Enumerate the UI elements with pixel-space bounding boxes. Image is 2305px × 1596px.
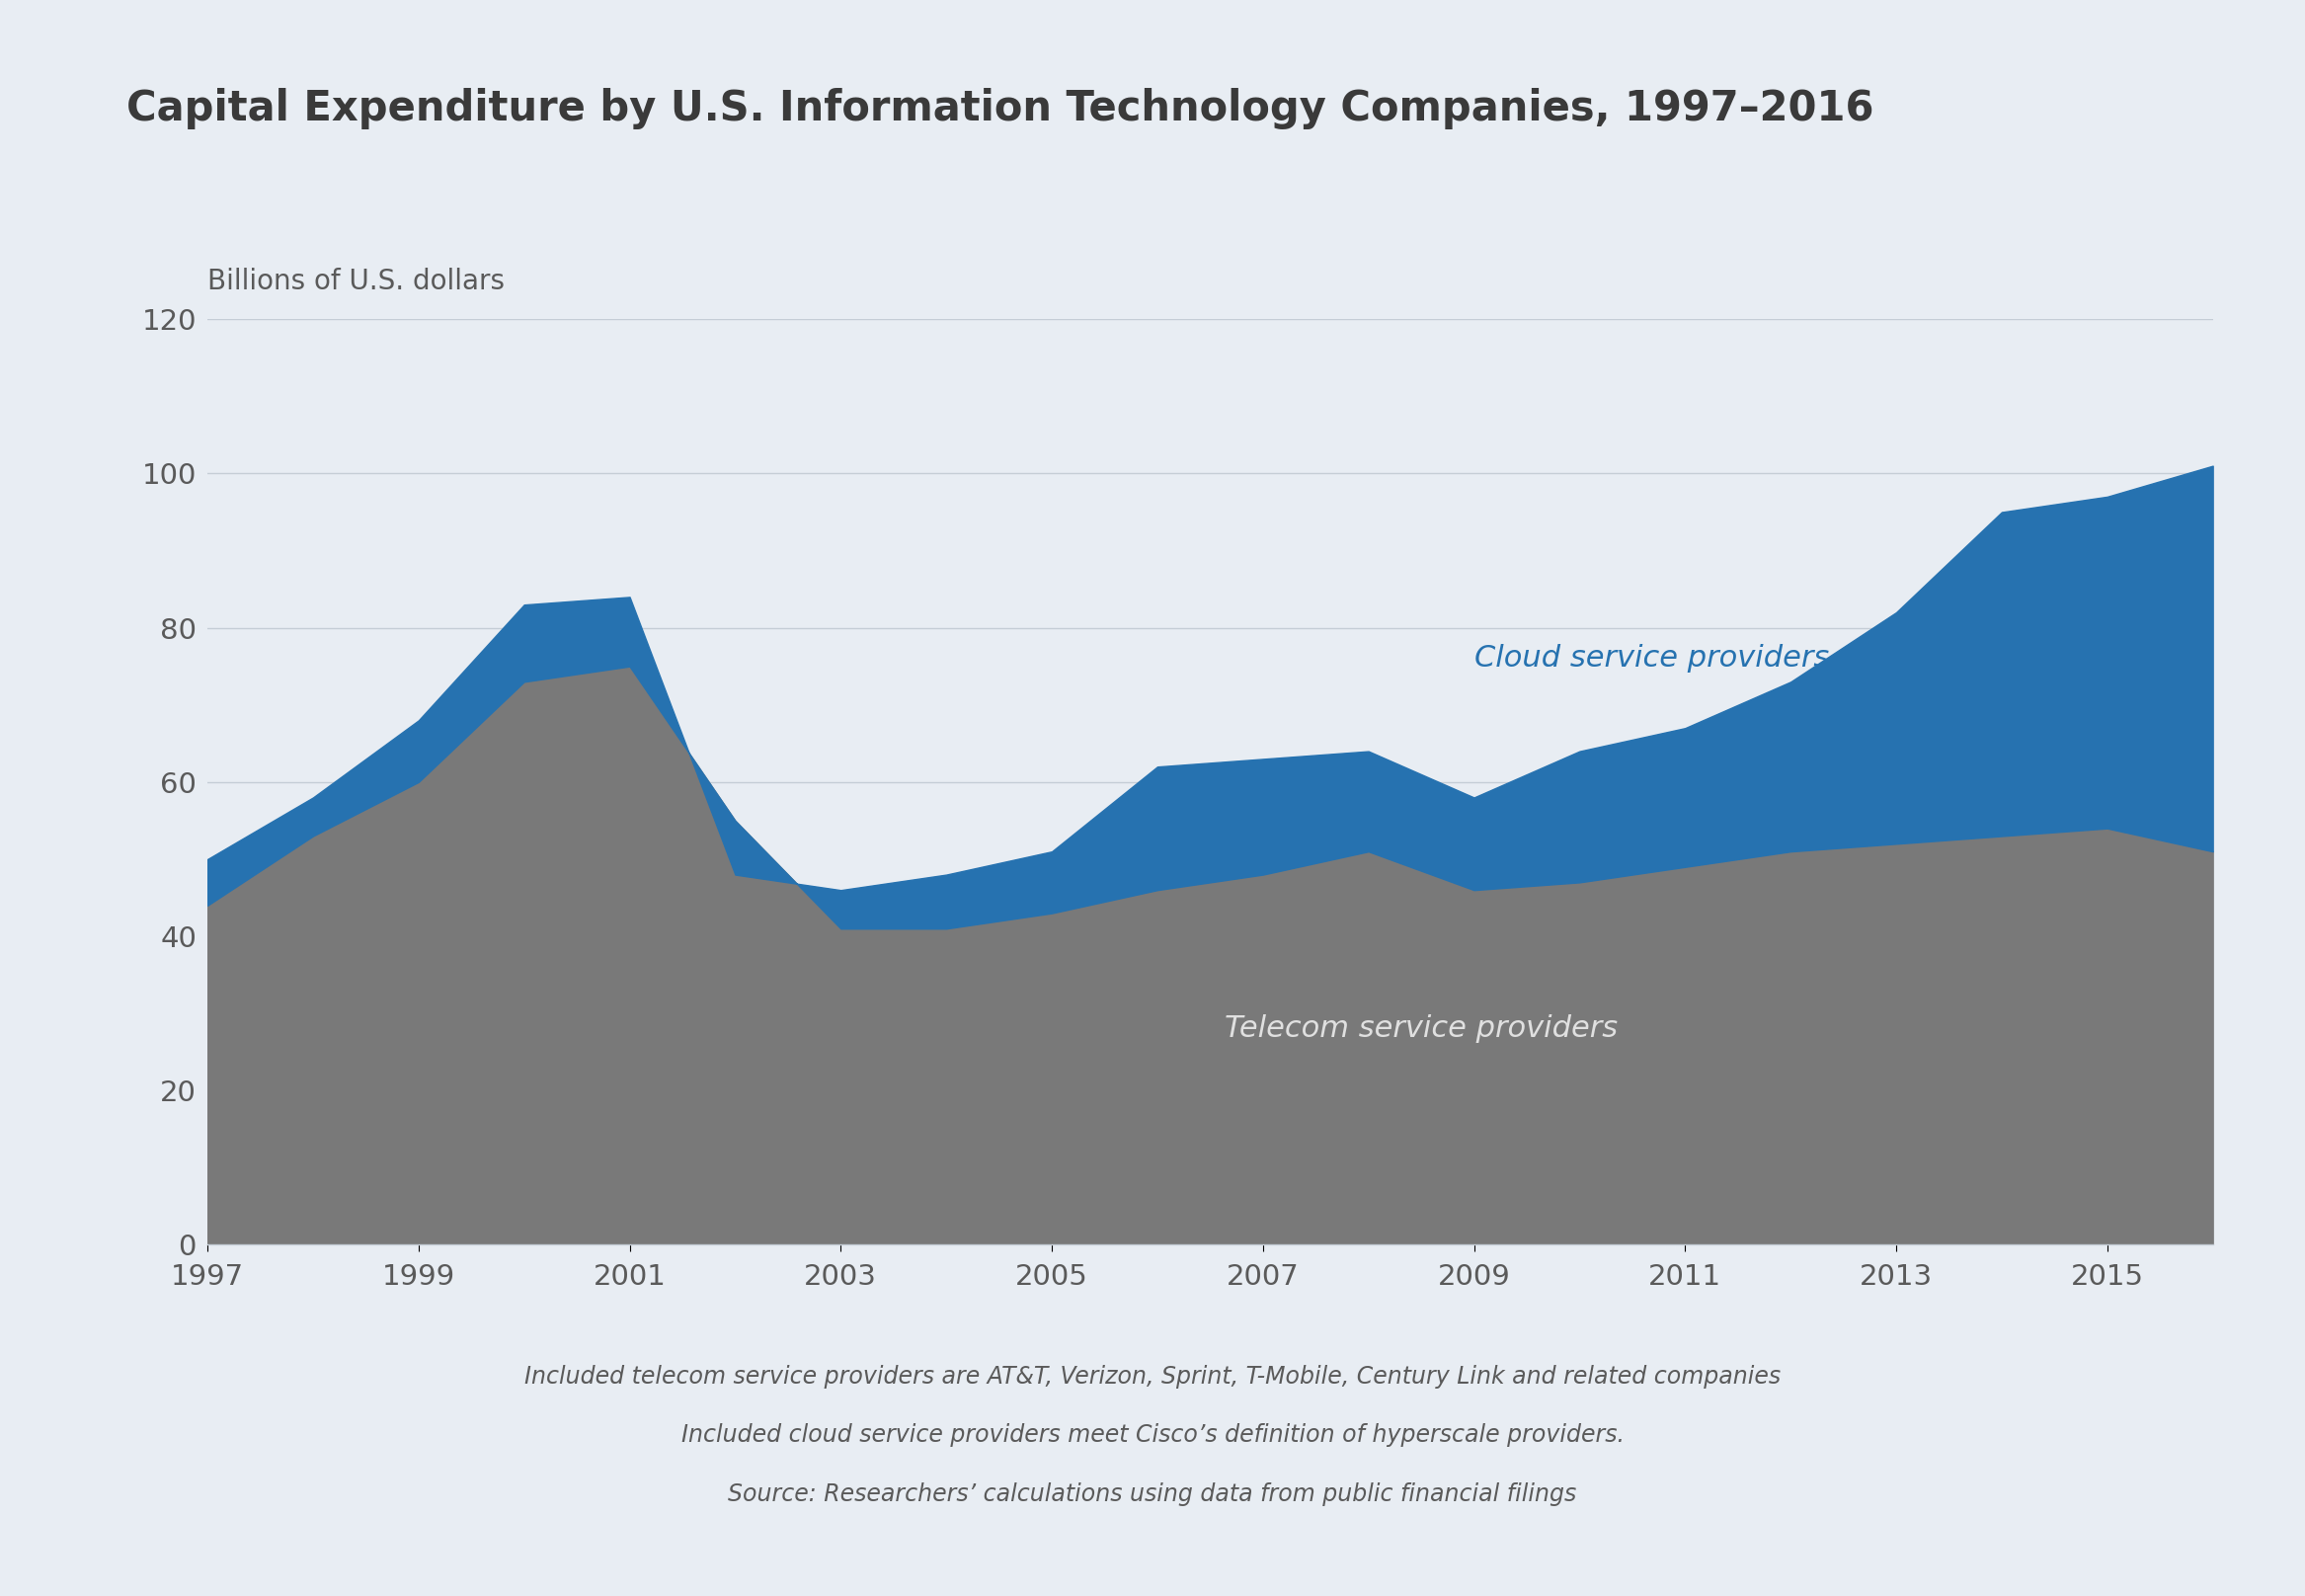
Text: Billions of U.S. dollars: Billions of U.S. dollars (207, 268, 505, 295)
Text: Included cloud service providers meet Cisco’s definition of hyperscale providers: Included cloud service providers meet Ci… (680, 1424, 1625, 1448)
Text: Cloud service providers: Cloud service providers (1473, 645, 1828, 674)
Text: Included telecom service providers are AT&T, Verizon, Sprint, T-Mobile, Century : Included telecom service providers are A… (523, 1365, 1782, 1389)
Text: Telecom service providers: Telecom service providers (1224, 1015, 1618, 1044)
Text: Capital Expenditure by U.S. Information Technology Companies, 1997–2016: Capital Expenditure by U.S. Information … (127, 88, 1874, 129)
Text: Source: Researchers’ calculations using data from public financial filings: Source: Researchers’ calculations using … (728, 1483, 1577, 1507)
